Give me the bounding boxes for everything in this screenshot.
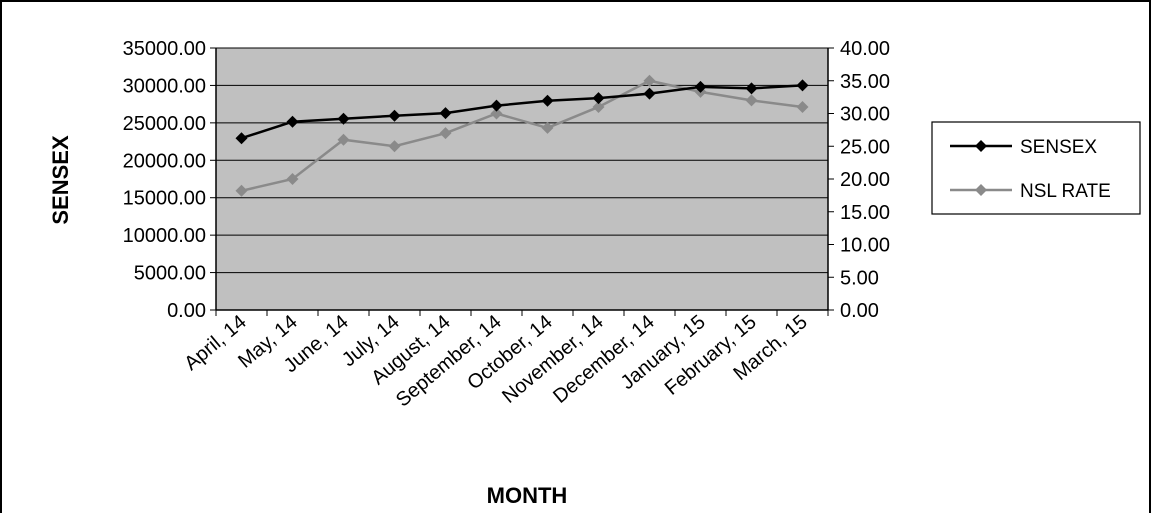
y2-tick-label: 20.00 xyxy=(840,169,890,191)
y2-tick-label: 25.00 xyxy=(840,136,890,158)
x-axis-title: MONTH xyxy=(487,483,568,508)
nsl-rate-line xyxy=(241,79,803,193)
nsl-rate-point xyxy=(592,100,605,113)
y-tick-label: 30000.00 xyxy=(123,75,206,97)
y-tick-label: 35000.00 xyxy=(123,38,206,60)
sensex-point xyxy=(541,94,554,107)
y-tick-label: 0.00 xyxy=(167,300,206,322)
y2-tick-label: 30.00 xyxy=(840,104,890,126)
y-axis-ticks: 0.00 5000.00 10000.00 15000.00 20000.00 25000… xyxy=(123,38,216,322)
nsl-rate-point xyxy=(643,74,656,87)
sensex-point xyxy=(286,115,299,128)
sensex-point xyxy=(235,132,248,145)
y-tick-label: 5000.00 xyxy=(134,263,206,285)
sensex-line xyxy=(241,84,803,140)
legend-sensex-label: SENSEX xyxy=(1020,137,1097,158)
nsl-rate-point xyxy=(745,94,758,107)
y-tick-label: 20000.00 xyxy=(123,150,206,172)
y2-tick-label: 0.00 xyxy=(840,300,879,322)
legend-nsl-rate-marker xyxy=(975,184,987,196)
sensex-point xyxy=(592,92,605,105)
sensex-point xyxy=(337,112,350,125)
sensex-point xyxy=(643,87,656,100)
y2-tick-label: 10.00 xyxy=(840,235,890,257)
nsl-rate-point xyxy=(337,133,350,146)
nsl-rate-point xyxy=(286,173,299,185)
y2-tick-label: 5.00 xyxy=(840,267,879,289)
y2-axis-ticks: 0.00 5.00 10.00 15.00 20.00 25.00 30.00 35.00 40… xyxy=(828,38,890,322)
sensex-point xyxy=(745,82,758,95)
sensex-point xyxy=(490,99,503,112)
nsl-rate-point xyxy=(235,184,248,197)
sensex-point xyxy=(388,109,401,122)
y-tick-label: 15000.00 xyxy=(123,188,206,210)
nsl-rate-point xyxy=(439,127,452,140)
y-axis-title: SENSEX xyxy=(48,135,73,225)
nsl-rate-point xyxy=(490,107,503,120)
y2-tick-label: 15.00 xyxy=(840,202,890,224)
sensex-point xyxy=(796,79,809,92)
sensex-point xyxy=(694,80,707,93)
nsl-rate-point xyxy=(541,121,554,134)
legend-box xyxy=(931,121,1141,215)
y-tick-label: 10000.00 xyxy=(123,225,206,247)
nsl-rate-point xyxy=(388,140,401,153)
plot-area xyxy=(216,48,828,310)
y-tick-label: 25000.00 xyxy=(123,113,206,135)
sensex-point xyxy=(439,107,452,120)
legend-sensex-marker xyxy=(975,140,987,152)
nsl-rate-point xyxy=(796,100,809,113)
legend-nsl-rate-label: NSL RATE xyxy=(1020,181,1111,202)
series-layer xyxy=(235,74,809,197)
y2-tick-label: 35.00 xyxy=(840,71,890,93)
legend: SENSEX NSL RATE xyxy=(931,121,1141,215)
y2-tick-label: 40.00 xyxy=(840,38,890,60)
